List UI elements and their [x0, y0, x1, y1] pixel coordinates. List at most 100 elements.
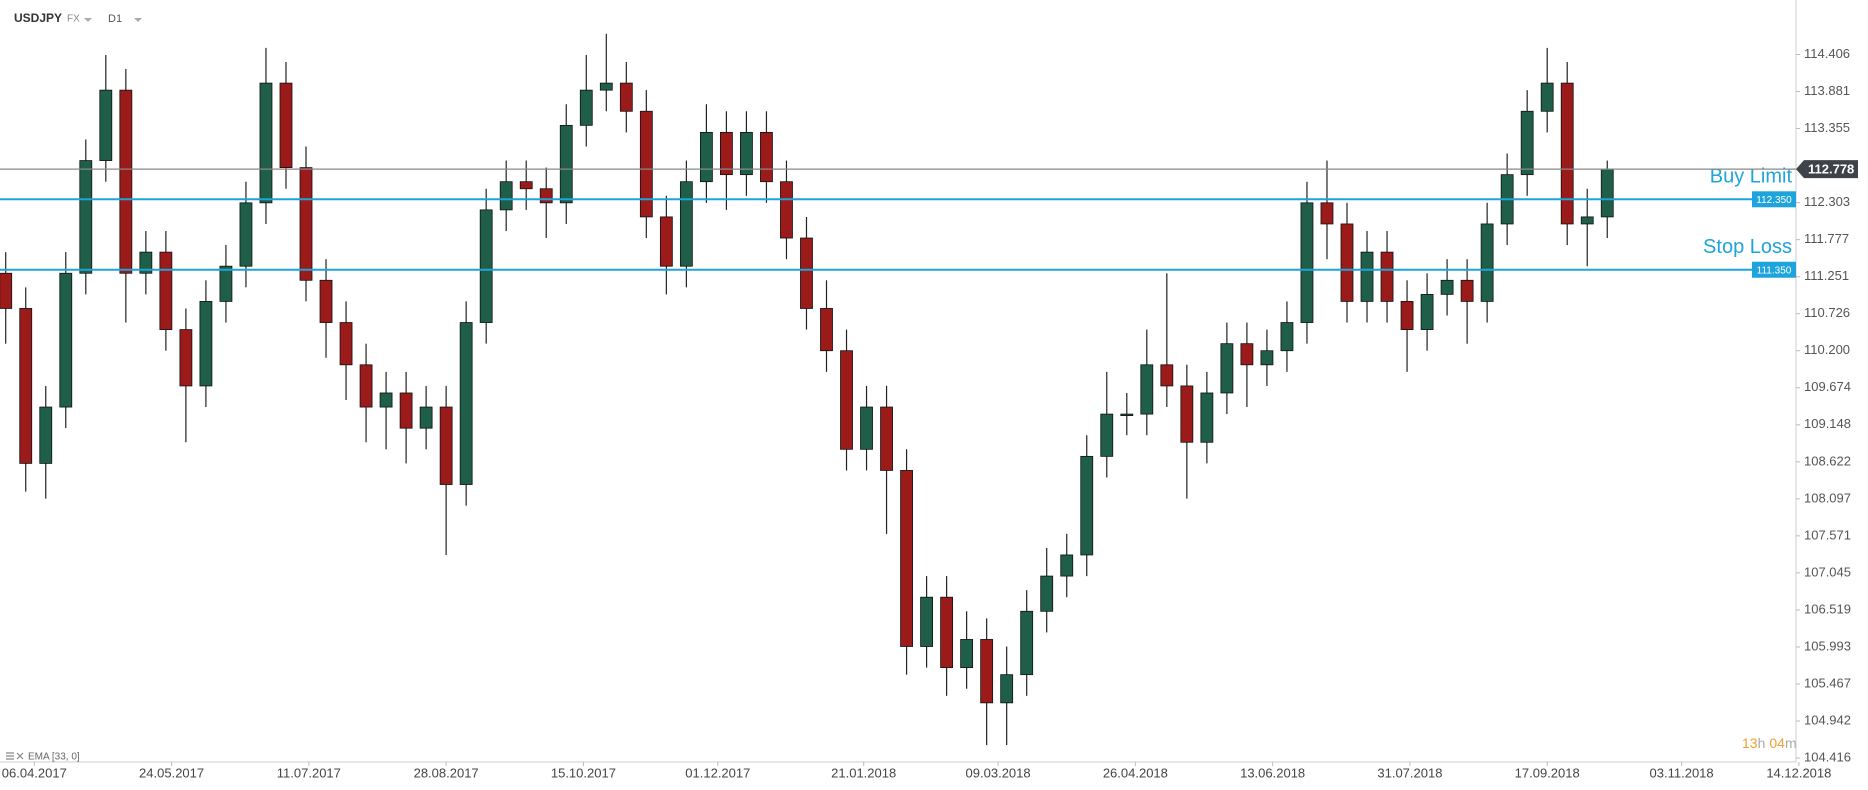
candle-body — [1040, 575, 1054, 612]
candle-body — [980, 639, 994, 704]
y-tick-label: 107.571 — [1804, 527, 1851, 542]
candle-body — [760, 131, 773, 183]
candle-body — [1180, 385, 1194, 443]
candle-body — [1600, 168, 1614, 218]
order-name: Buy Limit — [1710, 166, 1793, 188]
candle-body — [860, 406, 873, 450]
candle-body — [1360, 251, 1374, 302]
candle-body — [619, 82, 633, 112]
countdown: 13h 04m — [1742, 735, 1797, 751]
candle-body — [299, 167, 313, 281]
x-tick-label: 28.08.2017 — [414, 765, 479, 780]
y-tick-label: 104.942 — [1804, 712, 1851, 727]
y-tick-label: 109.674 — [1804, 379, 1851, 394]
order-price-label: 112.350 — [1756, 195, 1792, 206]
x-tick-label: 13.06.2018 — [1240, 765, 1305, 780]
y-tick-label: 108.097 — [1804, 490, 1851, 505]
candle-body — [1440, 279, 1454, 295]
candle-body — [920, 596, 933, 647]
order-price-label: 111.350 — [1757, 265, 1792, 276]
last-price-tag — [1796, 160, 1858, 179]
x-tick-label: 03.11.2018 — [1650, 765, 1714, 780]
x-tick-label: 14.12.2018 — [1766, 765, 1831, 780]
candle-body — [1020, 610, 1034, 676]
candle-body — [820, 308, 833, 352]
candle-body — [1320, 202, 1334, 225]
x-tick-label: 06.04.2017 — [2, 765, 67, 780]
candle-body — [1280, 322, 1294, 352]
y-tick-label: 106.519 — [1804, 601, 1851, 616]
candle-body — [1300, 202, 1314, 323]
candle-body — [1420, 293, 1434, 330]
candle-body — [780, 181, 793, 239]
y-tick-label: 113.355 — [1804, 120, 1850, 135]
x-tick-label: 31.07.2018 — [1377, 765, 1442, 780]
candle-body — [1140, 364, 1154, 415]
market[interactable]: FX — [67, 14, 80, 25]
candle-body — [99, 89, 113, 161]
candle-body — [900, 470, 913, 647]
candle-body — [379, 392, 393, 408]
candle-body — [59, 272, 73, 408]
order-name: Stop Loss — [1703, 236, 1792, 258]
candle-body — [419, 406, 433, 429]
candle-body — [699, 131, 713, 183]
candle-body — [179, 329, 193, 387]
dropdown-caret[interactable] — [134, 18, 142, 22]
candle-body — [439, 406, 453, 485]
x-tick-label: 17.09.2018 — [1515, 765, 1580, 780]
last-price-label: 112.778 — [1808, 162, 1854, 177]
countdown-hours: 13 — [1742, 735, 1758, 751]
x-tick-label: 11.07.2017 — [277, 765, 341, 780]
candle-body — [1160, 364, 1174, 387]
candle-body — [1540, 82, 1554, 112]
y-tick-label: 112.303 — [1804, 194, 1850, 209]
candle-body — [599, 82, 613, 91]
timeframe[interactable]: D1 — [108, 13, 122, 25]
indicator-icons[interactable] — [6, 752, 24, 760]
candle-body — [479, 209, 493, 323]
countdown-minutes: 04 — [1769, 735, 1785, 751]
candle-body — [1080, 455, 1094, 556]
candle-body — [1400, 301, 1414, 330]
dropdown-caret[interactable] — [84, 18, 92, 22]
candle-body — [359, 364, 373, 408]
candle-body — [219, 265, 233, 302]
countdown-text: 13h 04m — [1742, 735, 1797, 751]
candle-body — [279, 82, 293, 169]
y-tick-label: 107.045 — [1804, 564, 1851, 579]
symbol[interactable]: USDJPY — [14, 11, 62, 25]
candle-body — [1100, 413, 1114, 457]
y-tick-label: 111.251 — [1804, 268, 1849, 283]
y-tick-label: 110.726 — [1804, 305, 1850, 320]
candle-body — [1200, 392, 1214, 443]
candle-body — [339, 322, 353, 366]
candle-body — [579, 89, 593, 126]
countdown-unit: h — [1758, 735, 1766, 751]
candle-body — [720, 131, 733, 176]
candle-body — [0, 272, 13, 309]
candle-body — [159, 251, 173, 330]
order-price-tag — [1752, 261, 1796, 278]
candle-body — [119, 89, 133, 274]
x-tick-label: 21.01.2018 — [831, 765, 896, 780]
candle-body — [1220, 343, 1234, 394]
candle-body — [800, 237, 813, 309]
candle-body — [1000, 674, 1014, 704]
x-tick-label: 01.12.2017 — [685, 765, 750, 780]
y-tick-label: 105.993 — [1804, 638, 1851, 653]
candle-body — [559, 124, 573, 204]
candle-body — [319, 279, 333, 323]
candles — [0, 33, 1614, 746]
candle-body — [239, 202, 253, 267]
candle-body — [499, 181, 513, 211]
candle-body — [519, 181, 533, 190]
candle-body — [199, 301, 213, 387]
candle-body — [459, 322, 473, 485]
y-tick-label: 108.622 — [1804, 453, 1851, 468]
candle-body — [679, 181, 693, 267]
candle-body — [1580, 216, 1594, 225]
order-price-tag — [1752, 191, 1796, 208]
candle-body — [1340, 223, 1354, 302]
